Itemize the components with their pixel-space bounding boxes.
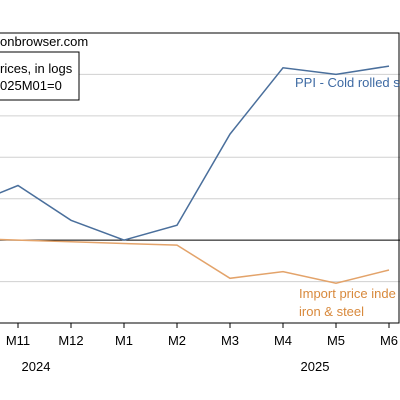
legend-line-2: 025M01=0 (0, 78, 62, 93)
x-tick-label: M3 (221, 333, 239, 348)
x-axis-ticks: M11 M12 M1 M2 M3 M4 M5 M6 (6, 323, 398, 348)
source-text: onbrowser.com (0, 34, 88, 49)
year-label-2024: 2024 (22, 359, 51, 374)
gridlines (0, 73, 400, 283)
series-lines (0, 65, 390, 284)
x-tick-label: M12 (58, 333, 83, 348)
x-tick-label: M6 (380, 333, 398, 348)
series-line-import (0, 238, 390, 284)
series-line-ppi (0, 65, 390, 241)
legend-line-1: rices, in logs (0, 61, 73, 76)
x-tick-label: M4 (274, 333, 292, 348)
year-label-2025: 2025 (301, 359, 330, 374)
legend-box: rices, in logs 025M01=0 (0, 51, 80, 101)
series-label-import-1: Import price inde (299, 286, 396, 301)
x-tick-label: M2 (168, 333, 186, 348)
x-tick-label: M11 (6, 333, 30, 348)
x-tick-label: M5 (327, 333, 345, 348)
x-tick-label: M1 (115, 333, 133, 348)
series-label-import-2: iron & steel (299, 304, 364, 319)
series-label-ppi: PPI - Cold rolled s (295, 75, 400, 90)
plot-frame (0, 32, 400, 324)
